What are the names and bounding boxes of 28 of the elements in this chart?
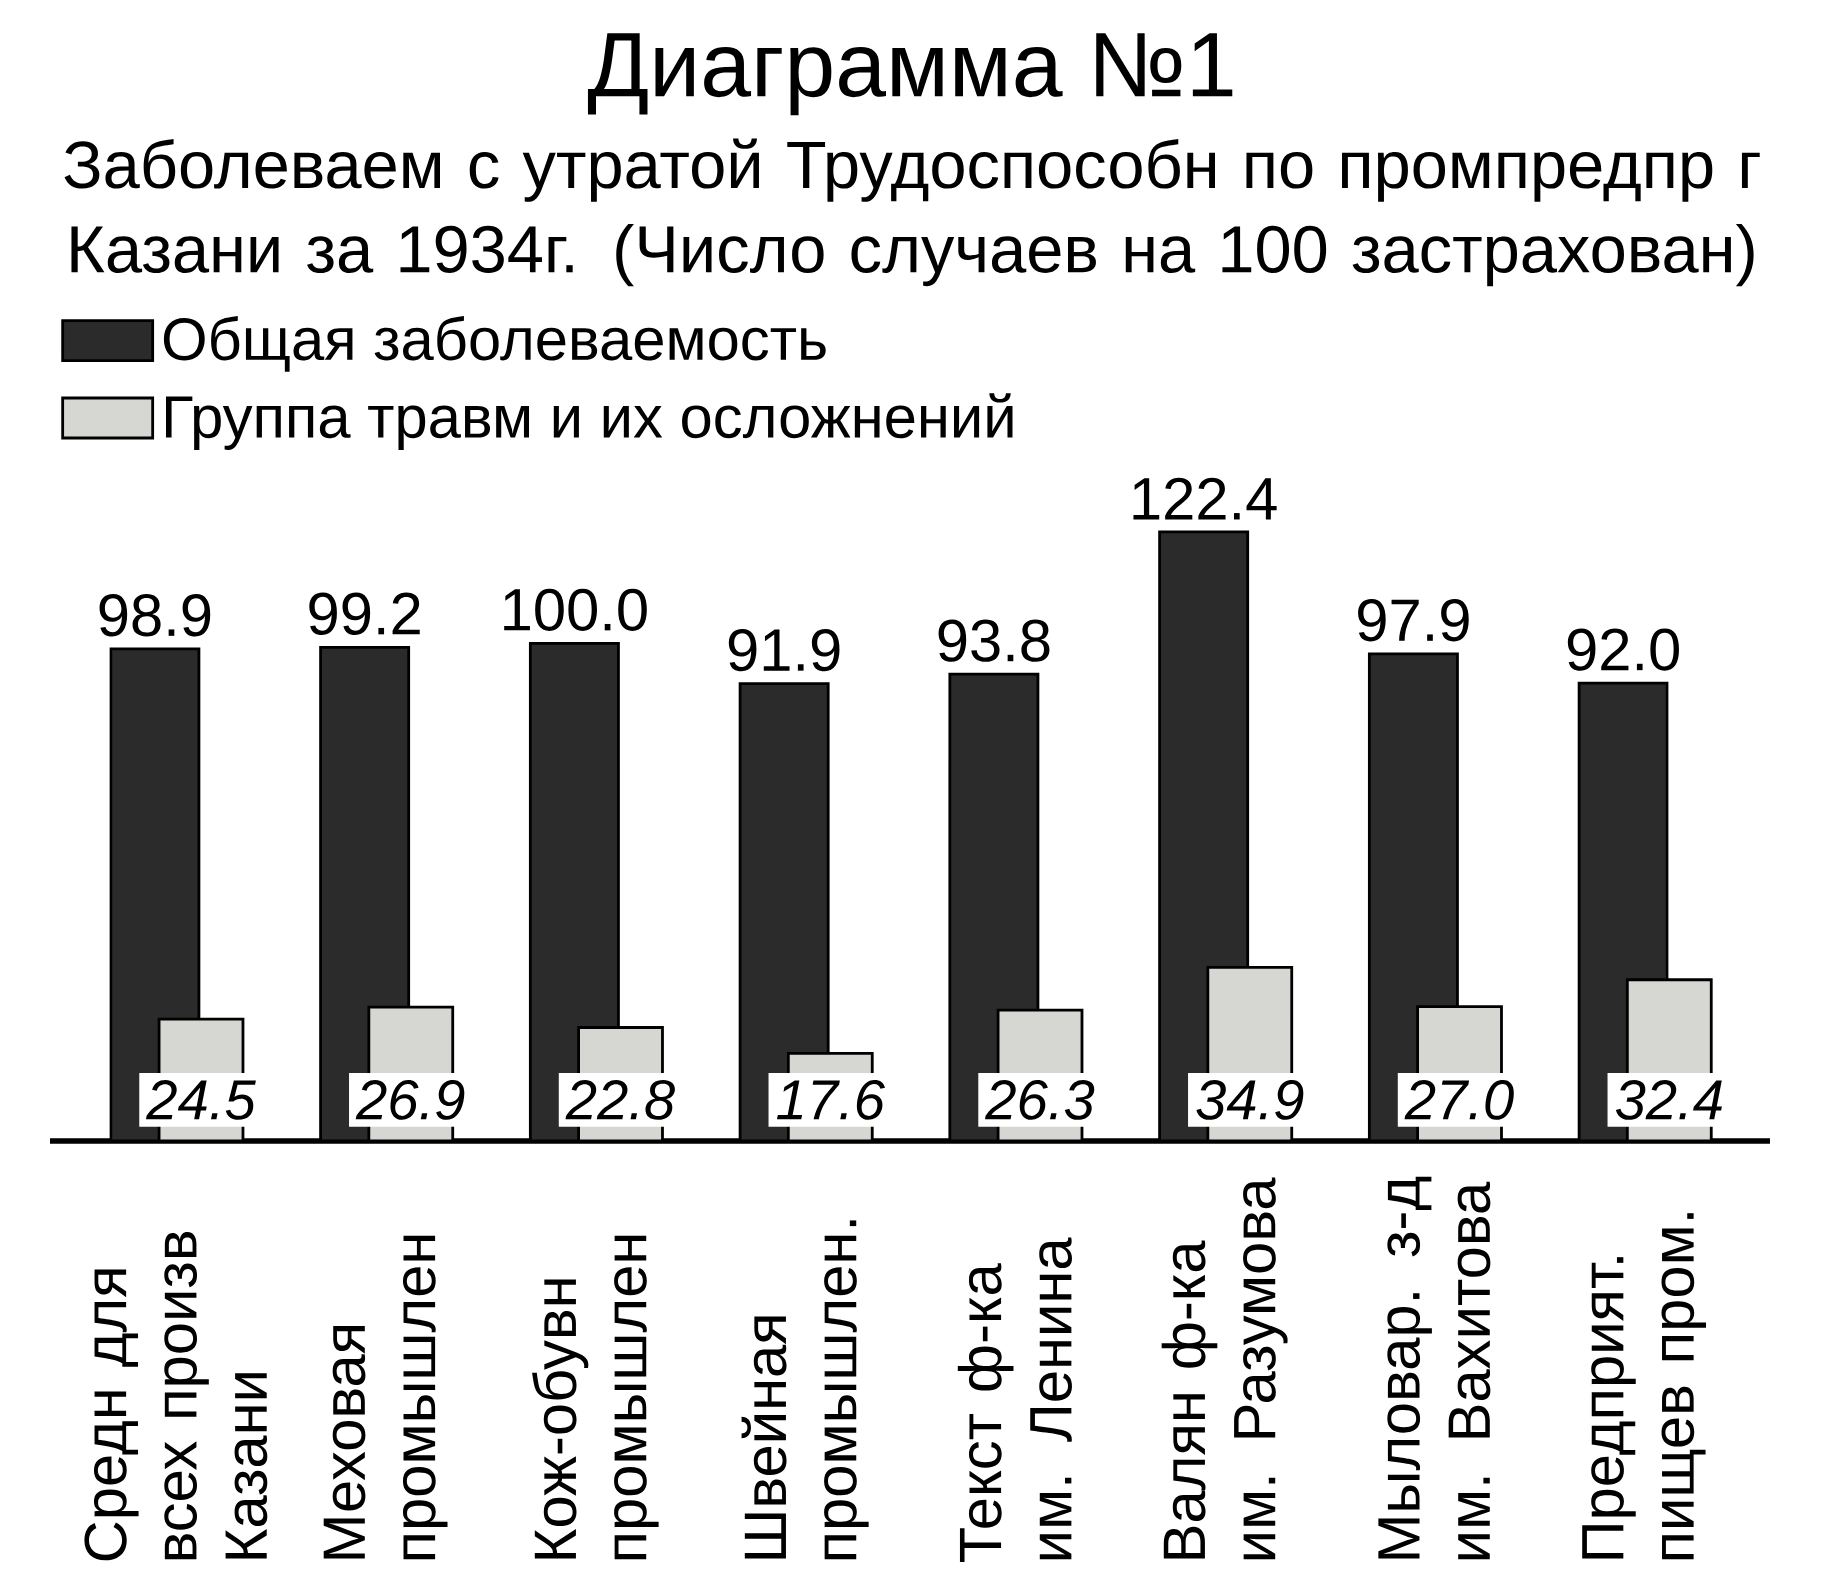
data-label: 24.5: [145, 1080, 256, 1120]
x-tick-label: Текст ф-ка им. Ленина: [957, 1237, 1072, 1563]
data-label: 100.0: [504, 588, 647, 631]
legend-label: Общая заболеваемость: [163, 315, 826, 372]
data-label: 26.3: [984, 1080, 1095, 1120]
data-label: 93.8: [938, 619, 1050, 662]
x-tick-label: Кож-обувн промышлен: [532, 1235, 659, 1560]
data-label: 99.2: [309, 592, 420, 635]
data-label: 17.6: [776, 1080, 885, 1120]
data-label: 91.9: [728, 628, 840, 672]
x-tick-label: Мыловар. з-д им. Вахитова: [1378, 1176, 1491, 1560]
data-label: 122.4: [1133, 477, 1277, 520]
chart-title: Диаграмма №1: [587, 33, 1233, 116]
legend-label: Группа травм и их осложнений: [165, 393, 1013, 450]
x-tick-label: Швейная промышлен.: [741, 1220, 869, 1560]
data-label: 92.0: [1567, 628, 1679, 671]
data-label: 26.9: [355, 1080, 465, 1120]
data-label: 32.4: [1615, 1080, 1722, 1120]
x-tick-label: Валян ф-ка им. Разумова: [1161, 1177, 1288, 1560]
data-label: 97.9: [1358, 599, 1469, 642]
data-label: 98.9: [99, 594, 211, 637]
data-label: 34.9: [1196, 1080, 1304, 1120]
data-label: 27.0: [1404, 1080, 1514, 1120]
x-tick-label: Меховая промышлен: [323, 1235, 448, 1560]
x-tick-label: Предприят. пищев пром.: [1582, 1213, 1707, 1560]
chart-subtitle: Заболеваем с утратой Трудоспособн по промпредпр г Казани за 1934г. (Число случаев на 100 застрахован): [64, 138, 1760, 287]
x-tick-label: Средн для всех произв Казани: [84, 1231, 268, 1561]
data-label: 22.8: [565, 1080, 675, 1120]
